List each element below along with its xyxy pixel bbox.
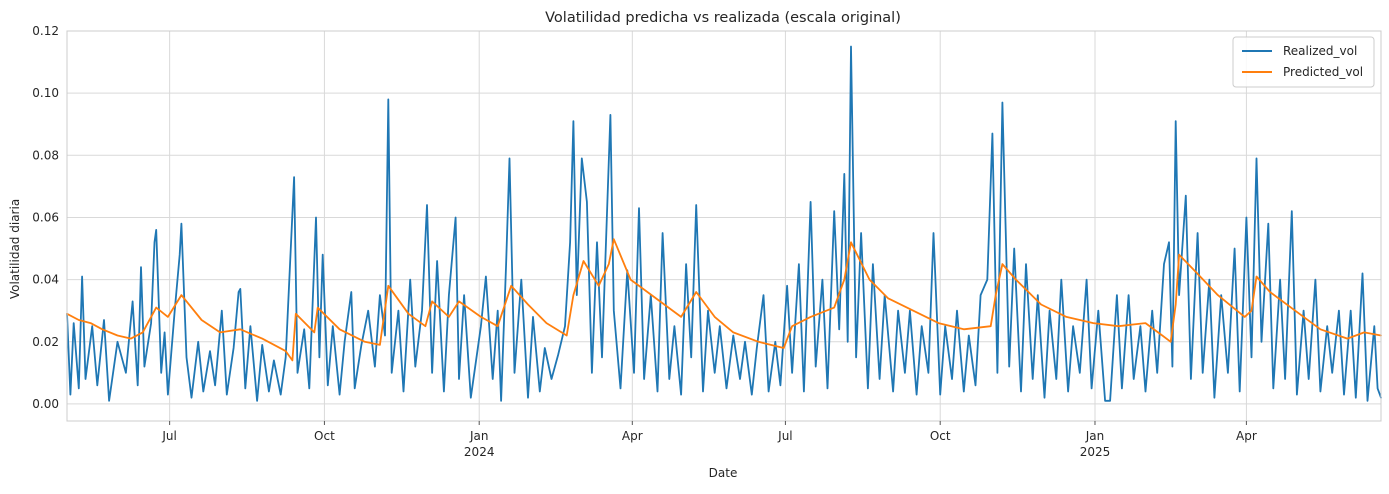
legend-box [1232,36,1375,88]
x-tick-label: Oct [314,429,335,443]
x-tick-sublabel: 2025 [1080,445,1111,459]
x-tick-label: Jul [161,429,176,443]
y-tick-label: 0.06 [32,210,59,224]
tick-layer: 0.00 0.02 0.04 0.06 0.08 0.10 0.12 Jul Oct Jan 202… [32,24,1257,459]
y-axis-label: Volatilidad diaria [8,199,22,299]
x-tick-sublabel: 2024 [464,445,495,459]
y-tick-label: 0.04 [32,273,59,287]
y-tick-label: 0.08 [32,148,59,162]
chart-title: Volatilidad predicha vs realizada (escal… [545,10,901,26]
y-tick-label: 0.12 [32,24,59,38]
plot-frame [66,30,1382,422]
x-tick-label: Oct [930,429,951,443]
x-axis-label: Date [709,466,738,480]
y-tick-label: 0.00 [32,397,59,411]
series-line-predicted-vol [66,238,1382,362]
x-tick-label: Apr [1236,429,1257,443]
x-tick-label: Apr [622,429,643,443]
legend: Realized_vol Predicted_vol [1232,36,1375,88]
legend-label-realized: Realized_vol [1283,44,1357,58]
x-tick-label: Jan [1085,429,1105,443]
series-line-realized-vol [66,45,1382,402]
x-tick-label: Jul [777,429,792,443]
y-tick-label: 0.10 [32,86,59,100]
x-tick-label: Jan [469,429,489,443]
series-layer [66,45,1382,402]
legend-label-predicted: Predicted_vol [1283,65,1363,79]
y-tick-label: 0.02 [32,335,59,349]
